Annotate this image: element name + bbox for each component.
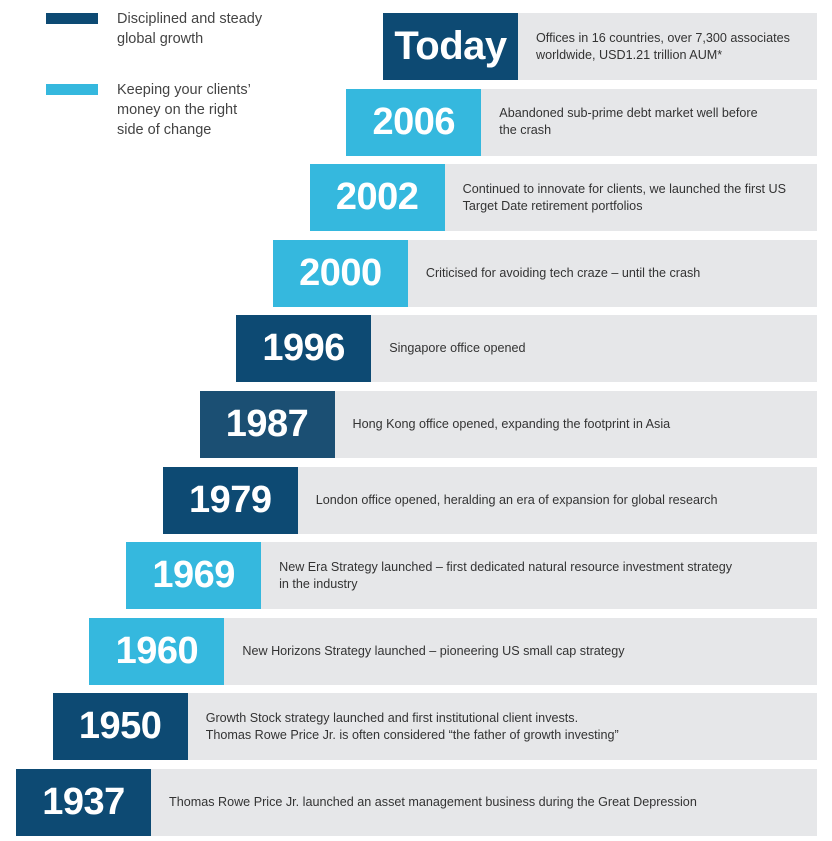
description-line: Thomas Rowe Price Jr. launched an asset … <box>169 795 697 809</box>
description: Hong Kong office opened, expanding the f… <box>353 391 798 458</box>
description-line: Target Date retirement portfolios <box>462 198 643 213</box>
year-box: 1950 <box>52 693 188 761</box>
timeline-row: 1996 Singapore office opened <box>236 315 817 383</box>
legend-label: Disciplined and steady global growth <box>117 9 262 49</box>
year-box: 1969 <box>126 542 262 610</box>
legend-swatch <box>46 84 98 95</box>
description-line: Singapore office opened <box>389 341 526 356</box>
legend-line: side of change <box>117 122 212 138</box>
description: Continued to innovate for clients, we la… <box>463 164 797 231</box>
description-line: in the industry <box>279 576 358 591</box>
description-line: Offices in 16 countries, over 7,300 asso… <box>536 30 790 45</box>
legend-line: global growth <box>117 31 204 47</box>
timeline-row: 1969 New Era Strategy launched – first de… <box>126 542 817 610</box>
year-box: 1937 <box>16 769 151 836</box>
timeline-row: 2000 Criticised for avoiding tech craze –… <box>272 239 817 307</box>
description: Singapore office opened <box>389 315 797 382</box>
year-box: 2006 <box>346 88 482 156</box>
timeline-row: 1979 London office opened, heralding an e… <box>162 466 817 534</box>
timeline-row: 1960 New Horizons Strategy launched – pio… <box>89 617 817 685</box>
timeline-row: 1937 Thomas Rowe Price Jr. launched an as… <box>16 769 817 836</box>
year-box: 1979 <box>162 466 298 534</box>
description: New Era Strategy launched – first dedica… <box>279 542 797 609</box>
description: New Horizons Strategy launched – pioneer… <box>242 618 797 685</box>
description: London office opened, heralding an era o… <box>316 467 797 534</box>
description: Offices in 16 countries, over 7,300 asso… <box>536 13 797 80</box>
timeline-row: 2006 Abandoned sub-prime debt market well… <box>346 88 817 156</box>
description-line: Continued to innovate for clients, we la… <box>462 181 787 196</box>
description: Thomas Rowe Price Jr. launched an asset … <box>169 769 797 836</box>
timeline-row: 1950 Growth Stock strategy launched and f… <box>52 693 817 761</box>
legend-line: Disciplined and steady <box>117 11 263 27</box>
description-line: Abandoned sub-prime debt market well bef… <box>499 106 758 121</box>
timeline-row: Today Offices in 16 countries, over 7,300… <box>383 13 817 80</box>
timeline-row: 1987 Hong Kong office opened, expanding t… <box>199 391 817 458</box>
legend-line: Keeping your clients’ <box>117 82 251 98</box>
description: Growth Stock strategy launched and first… <box>206 693 797 760</box>
year-box: 2002 <box>309 164 445 232</box>
legend-swatch <box>46 13 98 24</box>
description-line: New Horizons Strategy launched – pioneer… <box>242 643 625 658</box>
description: Abandoned sub-prime debt market well bef… <box>499 89 797 156</box>
description-line: Growth Stock strategy launched and first… <box>205 710 579 725</box>
year-box: 1960 <box>89 617 225 685</box>
description-line: Criticised for avoiding tech craze – unt… <box>425 265 701 280</box>
description: Criticised for avoiding tech craze – unt… <box>426 240 797 307</box>
legend-label: Keeping your clients’ money on the right s… <box>117 80 251 140</box>
description-line: Thomas Rowe Price Jr. is often considere… <box>205 727 619 742</box>
description-line: worldwide, USD1.21 trillion AUM* <box>536 47 723 62</box>
description-line: London office opened, heralding an era o… <box>315 492 718 507</box>
year-box: 2000 <box>272 239 408 307</box>
year-box: 1987 <box>199 391 335 458</box>
description-line: New Era Strategy launched – first dedica… <box>279 559 733 574</box>
legend-line: money on the right <box>117 102 238 118</box>
timeline-row: 2002 Continued to innovate for clients, w… <box>309 164 817 232</box>
description-line: Hong Kong office opened, expanding the f… <box>352 417 671 431</box>
description-line: the crash <box>499 123 552 138</box>
year-box: 1996 <box>236 315 372 383</box>
year-box: Today <box>383 13 518 80</box>
